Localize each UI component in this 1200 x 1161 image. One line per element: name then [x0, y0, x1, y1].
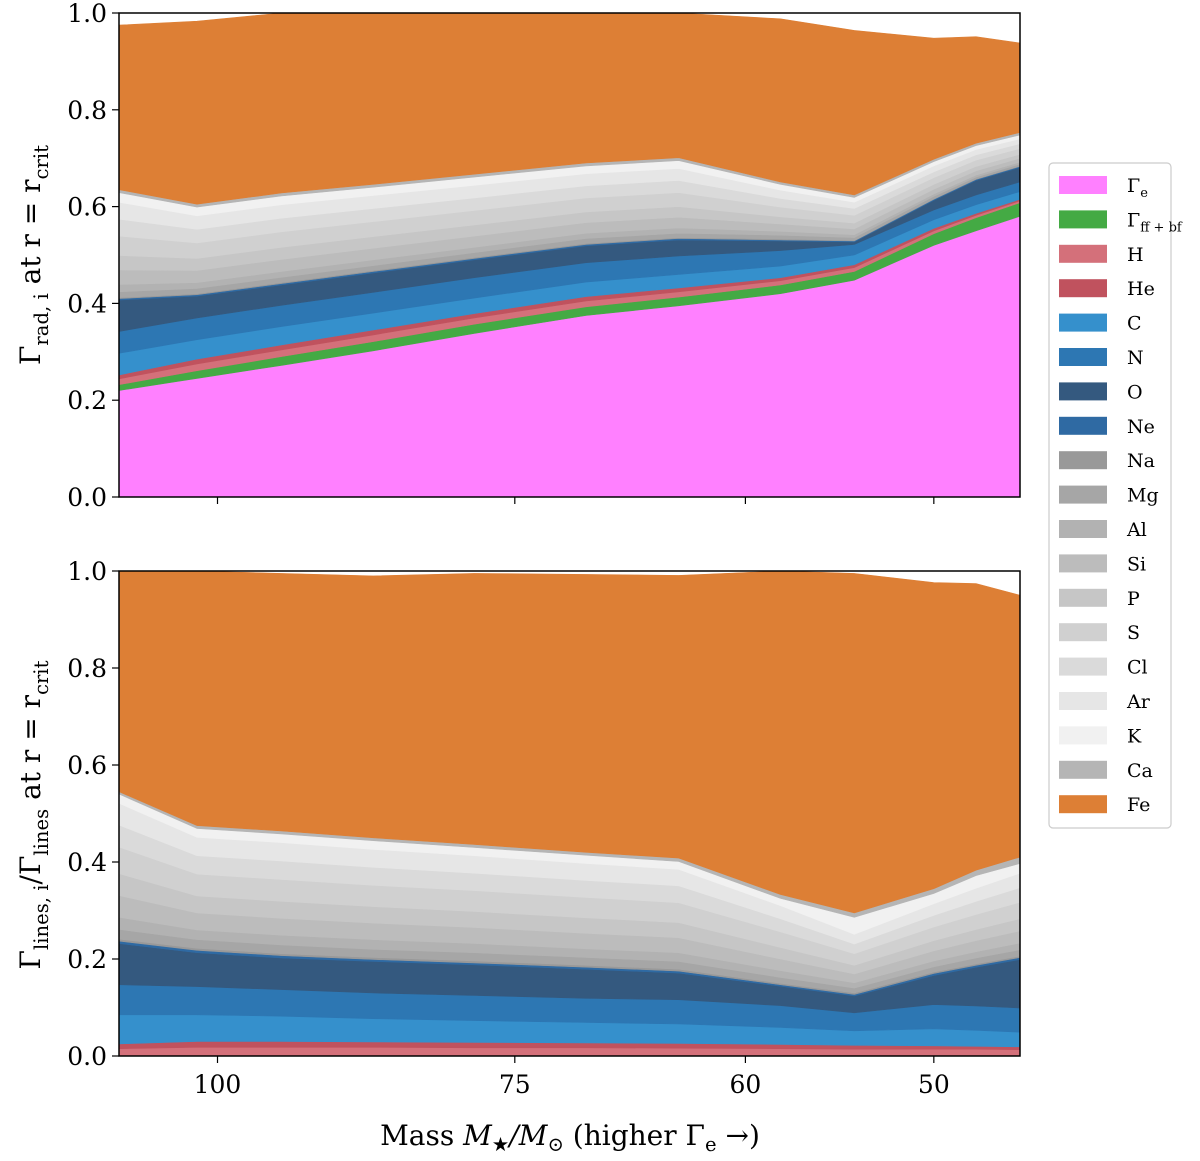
legend-swatch	[1059, 692, 1107, 710]
legend-label: C	[1127, 313, 1142, 335]
top-y-axis-label: Γrad, i at r = rcrit	[14, 145, 53, 365]
bottom-panel-x-ticks: 100 75 60 50	[194, 1056, 950, 1099]
bottom-y-tick-label: 0.8	[67, 654, 107, 683]
legend-swatch	[1059, 244, 1107, 263]
legend-label: Γff + bf	[1127, 209, 1183, 235]
legend-item-s: S	[1059, 622, 1140, 644]
legend-label: Ar	[1126, 691, 1151, 713]
top-panel-x-ticks	[216, 497, 935, 504]
legend: Γe Γff + bf H He CNO Ne Na Mg Al Si PS Cl Ar K Ca Fe	[1048, 162, 1183, 829]
legend-swatch	[1059, 176, 1107, 194]
legend-item-he: He	[1059, 278, 1155, 300]
legend-item-o: O	[1059, 381, 1143, 403]
legend-label: H	[1127, 244, 1144, 266]
legend-item-ne: Ne	[1059, 416, 1155, 438]
bottom-panel: 0.0 0.2 0.4 0.6 0.8 1.0 100 75 60 50 Γlines, i/Γ…	[14, 557, 1021, 1099]
bottom-y-axis-label: Γlines, i/Γlines at r = rcrit	[14, 660, 53, 969]
bottom-y-tick-label: 0.6	[67, 751, 107, 780]
bottom-panel-areas	[118, 570, 1021, 1057]
legend-swatch	[1059, 279, 1107, 298]
legend-swatch	[1059, 451, 1107, 470]
legend-label: Na	[1127, 450, 1155, 472]
legend-swatch	[1059, 348, 1107, 366]
legend-swatch	[1059, 588, 1107, 607]
bottom-x-tick-label: 50	[918, 1070, 950, 1099]
legend-label: He	[1127, 278, 1155, 300]
legend-item-si: Si	[1059, 553, 1146, 575]
legend-item-ar: Ar	[1059, 691, 1151, 713]
bottom-y-tick-label: 0.4	[67, 848, 107, 877]
top-panel-y-ticks: 0.0 0.2 0.4 0.6 0.8 1.0	[67, 0, 119, 512]
legend-items: Γe Γff + bf H He CNO Ne Na Mg Al Si PS Cl Ar K Ca Fe	[1059, 175, 1183, 816]
legend-item-c: C	[1059, 313, 1142, 335]
bottom-x-tick-label: 60	[730, 1070, 762, 1099]
bottom-panel-y-ticks: 0.0 0.2 0.4 0.6 0.8 1.0	[67, 557, 119, 1071]
legend-label: Fe	[1127, 794, 1150, 816]
legend-item-n: N	[1059, 347, 1144, 369]
legend-item-na: Na	[1059, 450, 1155, 472]
legend-swatch	[1059, 726, 1107, 745]
legend-swatch	[1059, 313, 1107, 332]
legend-label: S	[1127, 622, 1140, 644]
legend-swatch	[1059, 485, 1107, 504]
legend-item-k: K	[1059, 725, 1142, 747]
top-panel: 0.0 0.2 0.4 0.6 0.8 1.0 Γrad, i at r = rcrit	[14, 0, 1021, 512]
top-panel-frame	[118, 12, 1021, 498]
top-panel-areas	[118, 12, 1021, 498]
legend-item-al: Al	[1059, 519, 1147, 541]
legend-label: P	[1127, 588, 1140, 610]
legend-swatch	[1059, 795, 1107, 814]
legend-item-fe: Fe	[1059, 794, 1150, 816]
legend-label: Al	[1126, 519, 1147, 541]
legend-swatch	[1059, 520, 1107, 538]
bottom-x-tick-label: 75	[499, 1070, 531, 1099]
legend-item--e: Γe	[1059, 175, 1148, 201]
top-y-tick-label: 0.8	[67, 96, 107, 125]
legend-label: Ne	[1127, 416, 1155, 438]
top-y-tick-label: 0.0	[67, 483, 107, 512]
legend-item-mg: Mg	[1059, 485, 1159, 507]
top-y-tick-label: 0.2	[67, 386, 107, 415]
legend-swatch	[1059, 416, 1107, 435]
legend-label: Si	[1127, 553, 1146, 575]
legend-swatch	[1059, 554, 1107, 573]
top-y-tick-label: 1.0	[67, 0, 107, 28]
legend-label: Γe	[1127, 175, 1148, 201]
legend-label: Cl	[1127, 657, 1148, 679]
legend-item--ff-bf: Γff + bf	[1059, 209, 1183, 235]
legend-label: Ca	[1127, 760, 1153, 782]
bottom-y-tick-label: 0.2	[67, 945, 107, 974]
top-y-tick-label: 0.4	[67, 289, 107, 318]
legend-label: O	[1127, 381, 1143, 403]
legend-swatch	[1059, 657, 1107, 676]
legend-item-h: H	[1059, 244, 1144, 266]
legend-item-p: P	[1059, 588, 1140, 610]
legend-label: Mg	[1127, 485, 1159, 507]
legend-label: N	[1127, 347, 1144, 369]
bottom-panel-frame	[118, 570, 1021, 1057]
legend-swatch	[1059, 210, 1107, 229]
legend-swatch	[1059, 760, 1107, 779]
legend-swatch	[1059, 382, 1107, 401]
bottom-x-tick-label: 100	[194, 1070, 242, 1099]
legend-label: K	[1127, 725, 1142, 747]
top-y-tick-label: 0.6	[67, 193, 107, 222]
legend-swatch	[1059, 623, 1107, 642]
bottom-y-tick-label: 1.0	[67, 557, 107, 586]
x-axis-label: Mass M★/M⊙ (higher Γe →)	[380, 1119, 760, 1156]
bottom-y-tick-label: 0.0	[67, 1042, 107, 1071]
legend-item-ca: Ca	[1059, 760, 1153, 782]
legend-item-cl: Cl	[1059, 657, 1148, 679]
